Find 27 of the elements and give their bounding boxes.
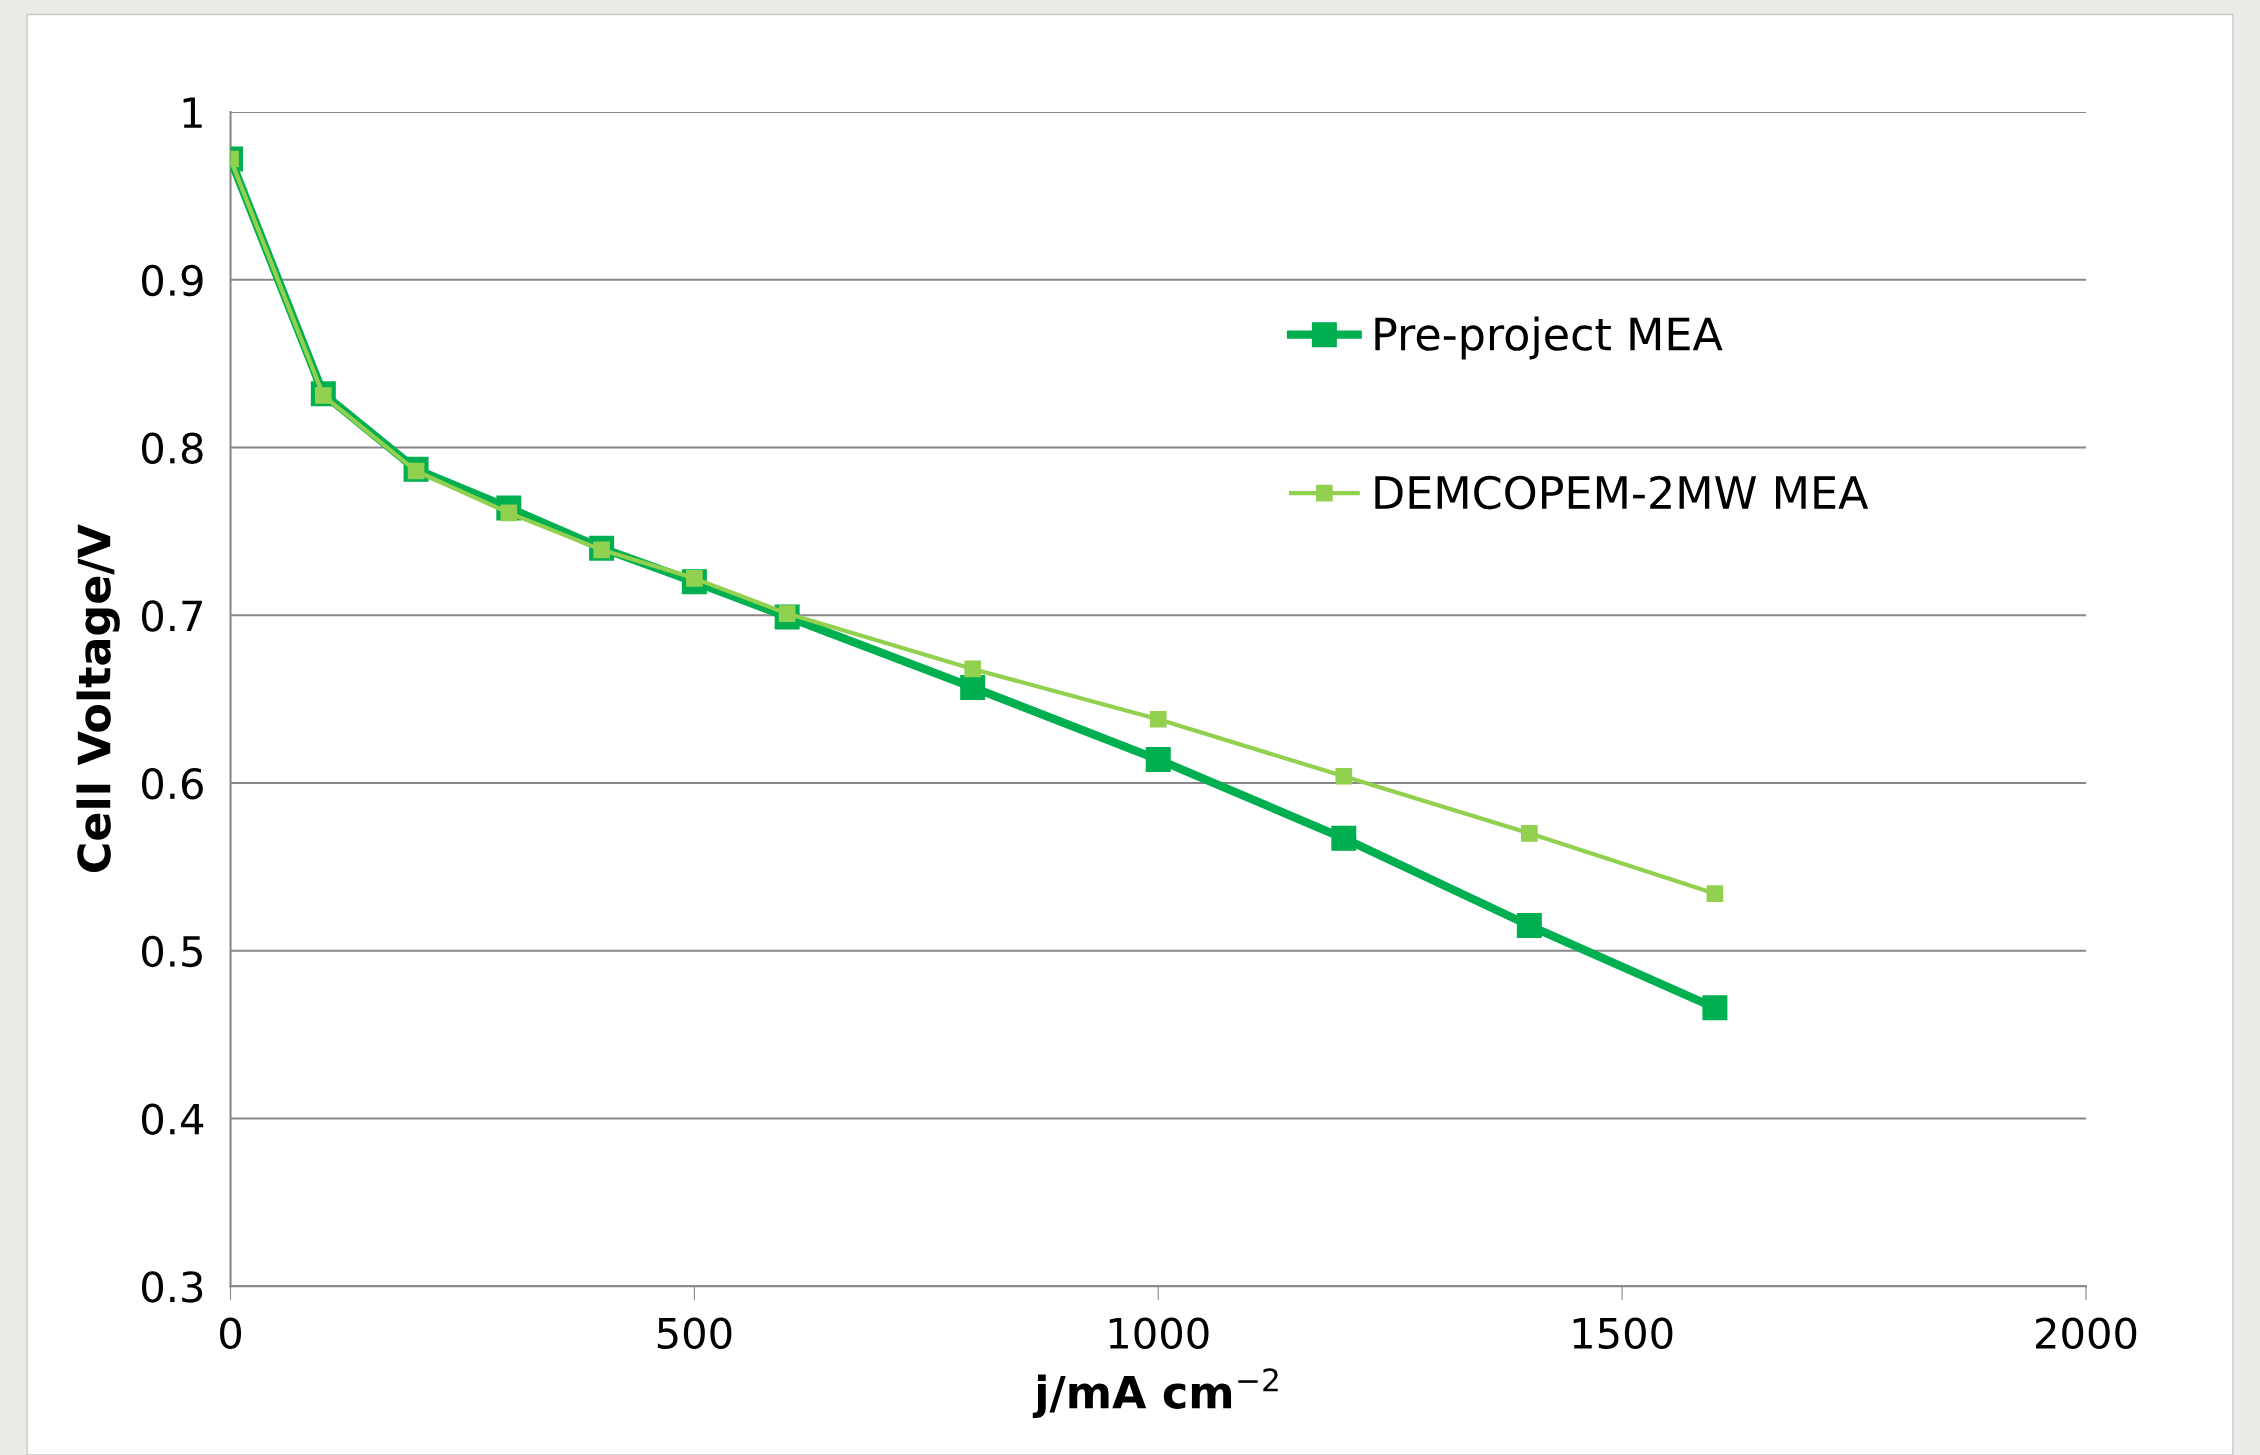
point bbox=[1331, 825, 1357, 851]
y-tick-label: 0.7 bbox=[142, 600, 202, 632]
y-tick-label: 0.9 bbox=[142, 264, 203, 297]
x-axis-title: j/mA cm$^{−2}$ bbox=[1032, 1368, 1278, 1418]
point bbox=[1706, 885, 1724, 903]
legend-label: Pre-project MEA bbox=[1375, 316, 1723, 360]
x-tick-label: 1500 bbox=[1573, 1317, 1673, 1350]
point bbox=[964, 660, 982, 678]
y-tick-label: 0.5 bbox=[142, 935, 202, 968]
point bbox=[960, 674, 986, 700]
point bbox=[1335, 767, 1353, 785]
y-tick-label: 1 bbox=[183, 97, 202, 128]
point bbox=[1516, 913, 1542, 939]
y-tick-label: 0.8 bbox=[142, 432, 203, 464]
x-tick-label: 500 bbox=[657, 1317, 732, 1350]
y-tick-label: 0.4 bbox=[142, 1103, 204, 1135]
point bbox=[1145, 747, 1171, 773]
legend-label: DEMCOPEM-2MW MEA bbox=[1375, 475, 1869, 510]
y-tick-label: 0.3 bbox=[142, 1271, 203, 1303]
x-tick-label: 1000 bbox=[1109, 1317, 1209, 1350]
point bbox=[1149, 710, 1167, 728]
point bbox=[1521, 824, 1538, 842]
x-tick-label: 0 bbox=[220, 1317, 242, 1350]
y-tick-label: 0.6 bbox=[142, 767, 203, 800]
x-tick-label: 2000 bbox=[2036, 1317, 2137, 1350]
point bbox=[1702, 995, 1728, 1021]
y-axis-title: Cell Voltage/V bbox=[76, 524, 120, 873]
